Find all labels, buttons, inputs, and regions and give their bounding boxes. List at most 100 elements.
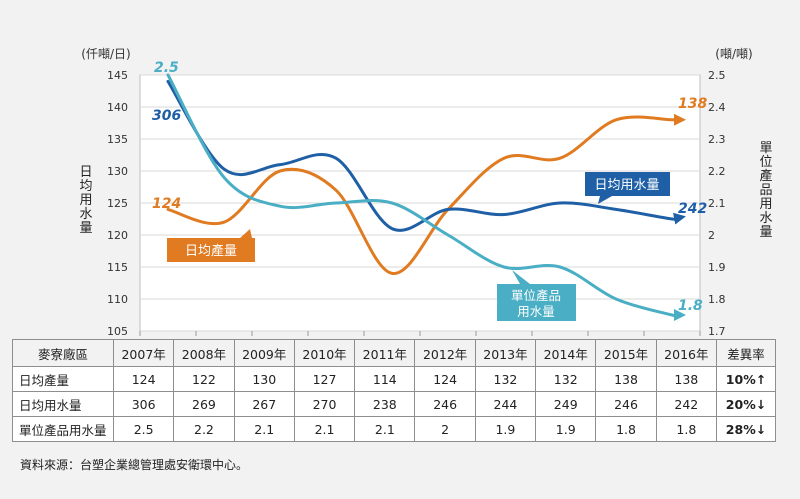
left-tick-label: 105 (107, 325, 128, 338)
right-tick-label: 2.2 (708, 165, 726, 178)
table-cell: 124 (112, 366, 175, 392)
data-label: 138 (678, 96, 707, 112)
table-cell: 1.9 (474, 416, 537, 442)
table-cell: 2 (414, 416, 476, 442)
right-axis-title: 產 (759, 168, 772, 184)
table-cell: 127 (293, 366, 356, 392)
table-header-year: 2011年 (354, 339, 416, 367)
table-header-row: 麥寮廠區 2007年 2008年 2009年 2010年 2011年 2012年 2013年 2… (12, 339, 776, 367)
table-cell: 1.8 (595, 416, 657, 442)
table-cell: 114 (354, 366, 416, 392)
right-axis-title: 位 (759, 155, 772, 170)
table-header-year: 2009年 (233, 339, 295, 367)
right-axis-title: 用 (759, 197, 772, 212)
left-axis-title: 水 (79, 207, 92, 222)
right-tick-label: 2 (708, 229, 715, 242)
right-axis-title: 水 (759, 211, 772, 226)
table-cell: 267 (233, 391, 295, 417)
table-header-year: 2013年 (474, 339, 537, 367)
table-header-year: 2014年 (535, 339, 597, 367)
table-cell: 132 (535, 366, 597, 392)
table-cell: 2.1 (354, 416, 416, 442)
table-rate-cell: 28%↓ (716, 416, 776, 442)
table-cell: 2.1 (233, 416, 295, 442)
table-cell: 270 (293, 391, 356, 417)
series-line-2 (166, 73, 686, 322)
right-axis-title: 量 (759, 225, 772, 240)
left-tick-label: 110 (107, 293, 128, 306)
data-label: 2.5 (154, 60, 179, 76)
table-header-year: 2008年 (173, 339, 235, 367)
data-label: 1.8 (678, 298, 703, 314)
chart: 105 110 115 120 125 130 135 140 145 1.7 1.8 1.9 2 2.1… (79, 47, 772, 338)
callout-production (167, 229, 255, 262)
left-axis-title: 量 (79, 221, 92, 236)
table-cell: 306 (112, 391, 175, 417)
left-axis-title: 均 (79, 179, 92, 194)
left-tick-label: 145 (107, 69, 128, 82)
callout-unit-water-label: 單位產品 (511, 288, 561, 303)
left-tick-label: 120 (107, 229, 128, 242)
table-cell: 2.5 (112, 416, 175, 442)
right-axis-unit: (噸/噸) (715, 47, 752, 61)
table-row-label: 日均用水量 (12, 391, 114, 417)
table-cell: 132 (474, 366, 537, 392)
data-label: 306 (152, 108, 181, 124)
series-line-0 (166, 113, 686, 275)
callout-unit-water (497, 270, 576, 321)
table-cell: 2.2 (173, 416, 235, 442)
table-cell: 2.1 (293, 416, 356, 442)
table-cell: 122 (173, 366, 235, 392)
callout-unit-water-label: 用水量 (517, 304, 555, 319)
table-cell: 246 (414, 391, 476, 417)
table-header-year: 2015年 (595, 339, 657, 367)
table-cell: 238 (354, 391, 416, 417)
table-row: 日均產量 124 122 130 127 114 124 132 132 138 138 10%↑ (12, 366, 776, 392)
data-label: 124 (152, 196, 181, 212)
table-cell: 138 (595, 366, 657, 392)
table-cell: 244 (474, 391, 537, 417)
right-tick-label: 2.1 (708, 197, 726, 210)
callout-water (585, 172, 670, 204)
table-cell: 138 (655, 366, 718, 392)
data-table: 麥寮廠區 2007年 2008年 2009年 2010年 2011年 2012年 2013年 2… (12, 339, 776, 442)
right-tick-label: 2.3 (708, 133, 726, 146)
table-rate-cell: 10%↑ (716, 366, 776, 392)
table-cell: 130 (233, 366, 295, 392)
data-label: 242 (678, 201, 707, 217)
right-tick-label: 1.7 (708, 325, 726, 338)
right-tick-label: 2.5 (708, 69, 726, 82)
table-header-rate: 差異率 (716, 339, 776, 367)
table-header-year: 2012年 (414, 339, 476, 367)
right-axis-title: 品 (759, 183, 772, 198)
left-tick-label: 115 (107, 261, 128, 274)
table-cell: 246 (595, 391, 657, 417)
left-tick-label: 130 (107, 165, 128, 178)
left-tick-label: 125 (107, 197, 128, 210)
table-rate-cell: 20%↓ (716, 391, 776, 417)
right-tick-label: 1.9 (708, 261, 726, 274)
series-line-1 (166, 79, 686, 232)
left-axis-title: 用 (79, 193, 92, 208)
source-note: 資料來源：台塑企業總管理處安衛環中心。 (20, 458, 249, 472)
left-axis-unit: (仟噸/日) (81, 47, 130, 61)
table-cell: 124 (414, 366, 476, 392)
table-header-corner: 麥寮廠區 (12, 339, 114, 367)
table-row: 單位產品用水量 2.5 2.2 2.1 2.1 2.1 2 1.9 1.9 1.8 1.8 28%↓ (12, 416, 776, 442)
right-axis-title: 單 (759, 141, 772, 156)
table-cell: 249 (535, 391, 597, 417)
table-cell: 1.8 (655, 416, 718, 442)
table-header-year: 2010年 (293, 339, 356, 367)
table-row-label: 單位產品用水量 (12, 416, 114, 442)
table-cell: 1.9 (535, 416, 597, 442)
left-tick-label: 135 (107, 133, 128, 146)
table-cell: 269 (173, 391, 235, 417)
table-row: 日均用水量 306 269 267 270 238 246 244 249 246 242 20%↓ (12, 391, 776, 417)
table-row-label: 日均產量 (12, 366, 114, 392)
left-tick-label: 140 (107, 101, 128, 114)
callout-water-label: 日均用水量 (594, 178, 659, 193)
right-tick-label: 1.8 (708, 293, 726, 306)
table-header-year: 2016年 (655, 339, 718, 367)
callout-production-label: 日均產量 (185, 243, 237, 259)
table-cell: 242 (655, 391, 718, 417)
